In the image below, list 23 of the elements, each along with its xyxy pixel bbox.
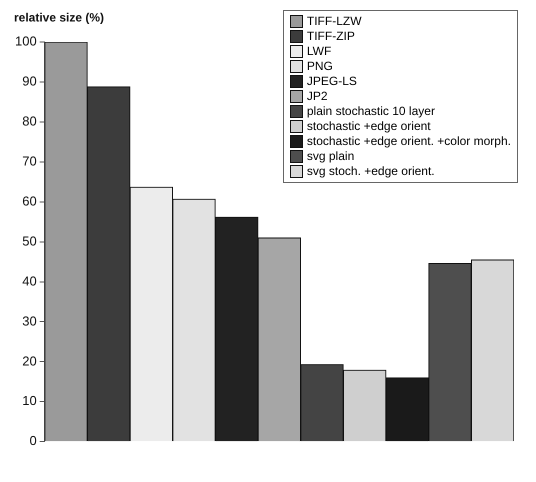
legend-label: JPEG-LS	[306, 74, 357, 89]
legend-label: svg plain	[306, 149, 354, 164]
y-tick-label: 0	[29, 433, 37, 448]
y-tick-label: 60	[22, 193, 37, 208]
legend-label: plain stochastic 10 layer	[306, 104, 435, 119]
legend-label: stochastic +edge orient	[306, 119, 431, 134]
legend-label: LWF	[306, 44, 332, 59]
legend-label: stochastic +edge orient. +color morph.	[306, 134, 511, 149]
y-tick-label: 90	[22, 74, 37, 89]
legend-label: JP2	[306, 89, 328, 104]
y-tick-label: 30	[22, 313, 37, 328]
y-tick-label: 50	[22, 233, 37, 248]
legend-label: svg stoch. +edge orient.	[306, 164, 435, 179]
y-tick-label: 10	[22, 393, 37, 408]
y-tick-label: 40	[22, 273, 37, 288]
y-tick-label: 80	[22, 114, 37, 128]
legend-label: TIFF-LZW	[306, 14, 362, 29]
y-tick-label: 20	[22, 353, 37, 368]
y-axis-title: relative size (%)	[14, 10, 104, 24]
legend-label: TIFF-ZIP	[306, 29, 355, 44]
y-tick-label: 100	[14, 34, 37, 49]
y-tick-label: 70	[22, 153, 37, 168]
legend-label: PNG	[306, 59, 333, 74]
